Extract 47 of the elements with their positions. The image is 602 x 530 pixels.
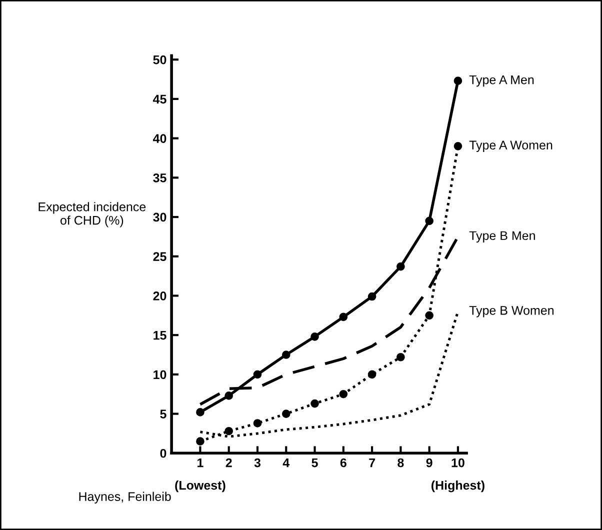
x-tick-label: 7 [369,458,375,468]
y-tick-label: 50 [153,55,166,64]
point [396,262,405,271]
point [196,408,204,416]
series-label: Type A Women [469,140,552,152]
point [454,76,462,86]
point [196,437,204,446]
y-tick-label: 10 [154,370,166,380]
point [454,142,462,150]
series-label: Type B Women [469,306,554,318]
point [425,311,434,320]
point [368,370,376,379]
x-tick-label: 8 [398,458,404,468]
y-tick-label: 20 [153,292,166,300]
series-label: Type A Men [469,75,534,87]
point [224,426,234,436]
y-tick-label: 25 [153,252,166,262]
point [339,390,348,398]
point [224,392,234,400]
x-tick-label: 3 [254,458,261,468]
y-tick-label: 5 [160,410,166,418]
y-axis-title: Expected incidence of CHD (%) [38,202,146,228]
point [310,332,319,341]
y-tick-label: 35 [153,173,166,182]
x-tick-label: 10 (Highest) [432,458,484,492]
x-tick-label: 6 [340,458,346,468]
point [253,370,262,379]
point [368,292,376,301]
point [253,419,262,428]
y-tick-label: 0 [160,448,166,458]
point [282,350,290,359]
text: Haynes, Feinleib [79,492,171,504]
x-tick-label: 9 [426,458,432,468]
point [282,410,290,418]
x-tick-label: 4 [282,458,290,468]
x-tick-label: 1 (Lowest) [175,458,226,492]
x-tick-label: 2 [226,458,232,468]
series-label: Type B Men [469,231,535,243]
y-tick-label: 30 [153,212,166,222]
point [396,352,405,362]
point [339,312,348,322]
x-tick-label: 5 [312,458,318,468]
y-tick-label: 45 [152,94,166,104]
y-tick-label: 15 [154,331,166,340]
y-tick-label: 40 [152,134,166,143]
point [310,399,319,408]
point [425,216,434,226]
